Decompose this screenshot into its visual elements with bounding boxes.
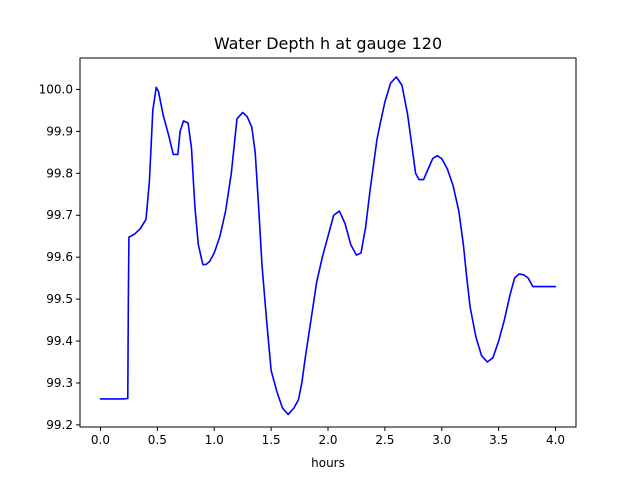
y-axis-ticks: 99.2 99.3 99.4 99.5 99.6 99.7 99.8 99.9 100.0 [39,82,80,432]
y-tick-label: 99.2 [46,418,73,432]
y-tick-label: 99.8 [46,166,73,180]
x-tick-label: 0.0 [91,433,110,447]
x-tick-label: 1.5 [262,433,281,447]
y-tick-label: 99.9 [46,124,73,138]
x-tick-label: 3.0 [432,433,451,447]
x-tick-label: 0.5 [148,433,167,447]
plot-area [99,76,557,416]
x-axis-ticks: 0.0 0.5 1.0 1.5 2.0 2.5 3.0 3.5 4.0 [91,427,565,447]
x-axis-label: hours [311,456,345,470]
y-tick-label: 100.0 [39,82,73,96]
y-tick-label: 99.4 [46,334,73,348]
y-tick-label: 99.5 [46,292,73,306]
y-tick-label: 99.6 [46,250,73,264]
x-tick-label: 1.0 [205,433,224,447]
y-tick-label: 99.7 [46,208,73,222]
x-tick-label: 4.0 [546,433,565,447]
plot-frame [79,57,577,428]
x-tick-label: 3.5 [489,433,508,447]
series-line [99,76,557,416]
x-tick-label: 2.5 [375,433,394,447]
y-tick-label: 99.3 [46,376,73,390]
chart-title: Water Depth h at gauge 120 [214,34,442,53]
x-tick-label: 2.0 [318,433,337,447]
